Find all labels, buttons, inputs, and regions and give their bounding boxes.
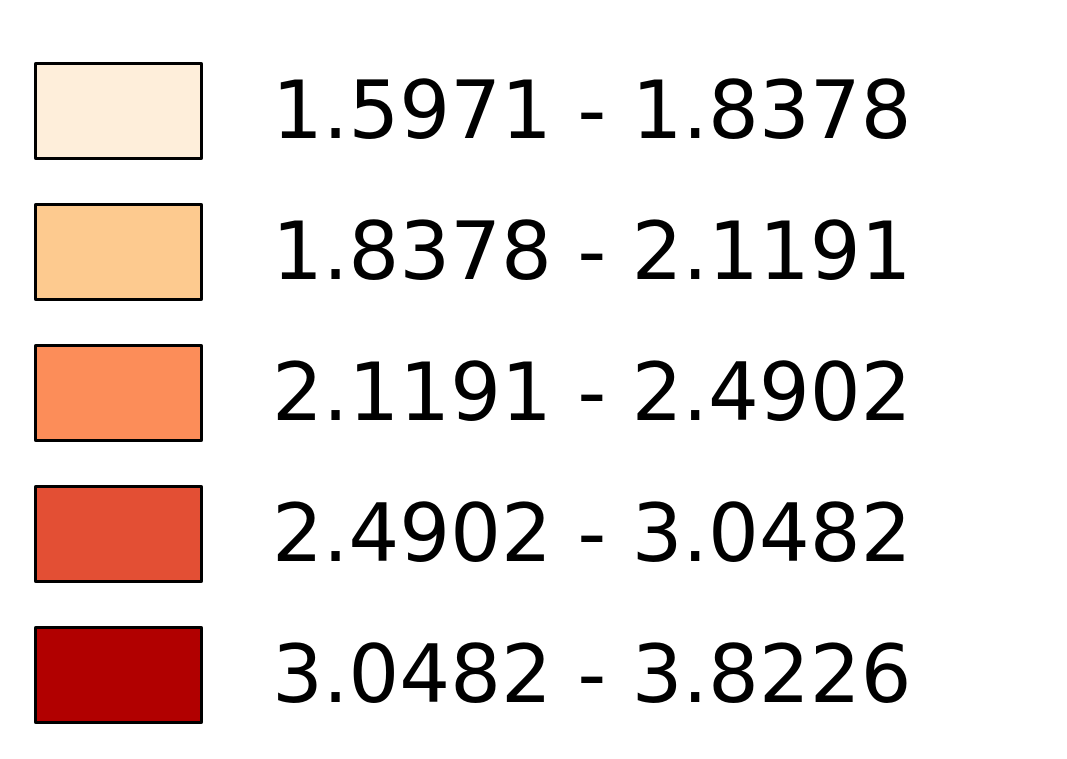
legend-label: 1.5971 - 1.8378: [272, 64, 912, 157]
legend-swatch: [34, 62, 203, 160]
legend-swatch: [34, 485, 203, 583]
legend-label: 2.4902 - 3.0482: [272, 487, 912, 580]
legend-swatch: [34, 203, 203, 301]
legend-label: 2.1191 - 2.4902: [272, 346, 912, 439]
legend-swatch: [34, 626, 203, 724]
legend-label: 3.0482 - 3.8226: [272, 628, 912, 721]
legend-label: 1.8378 - 2.1191: [272, 205, 912, 298]
legend-swatch: [34, 344, 203, 442]
